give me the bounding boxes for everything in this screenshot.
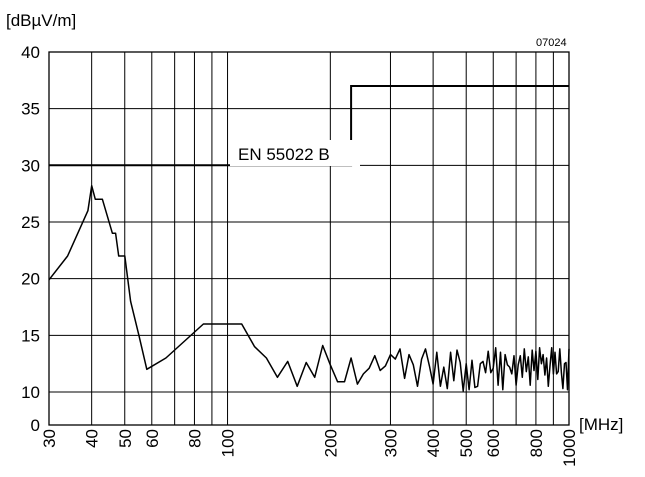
- y-gridlines: [49, 51, 569, 393]
- x-tick-label-200: 200: [321, 429, 340, 457]
- x-tick-label-600: 600: [484, 429, 503, 457]
- plot-frame: [48, 51, 570, 426]
- limit-line-en55022b: [49, 85, 569, 167]
- figure-code: 07024: [536, 37, 567, 49]
- y-tick-label-20: 20: [21, 270, 40, 289]
- y-tick-labels: 0 10 15 20 25 30 35 40: [21, 43, 40, 435]
- limit-label-background: [230, 140, 360, 166]
- x-tick-label-100: 100: [219, 429, 238, 457]
- series-line-measured: [48, 184, 570, 392]
- x-tick-label-1000: 1000: [560, 429, 579, 467]
- x-tick-label-500: 500: [457, 429, 476, 457]
- limit-line-label: EN 55022 B: [238, 145, 330, 164]
- y-tick-label-25: 25: [21, 213, 40, 232]
- x-tick-label-800: 800: [527, 429, 546, 457]
- x-tick-label-30: 30: [40, 429, 59, 448]
- y-tick-label-0: 0: [31, 416, 40, 435]
- y-tick-label-40: 40: [21, 43, 40, 62]
- y-tick-label-30: 30: [21, 156, 40, 175]
- x-tick-label-60: 60: [143, 429, 162, 448]
- x-tick-label-80: 80: [185, 429, 204, 448]
- y-axis-label: [dBµV/m]: [6, 11, 76, 30]
- y-tick-label-10: 10: [21, 383, 40, 402]
- x-tick-label-50: 50: [116, 429, 135, 448]
- x-tick-labels: 30 40 50 60 80 100 200 300 400 500 600 800 1000: [40, 429, 579, 467]
- y-tick-label-15: 15: [21, 326, 40, 345]
- x-axis-label: [MHz]: [579, 415, 623, 434]
- x-tick-label-40: 40: [83, 429, 102, 448]
- x-tick-label-300: 300: [381, 429, 400, 457]
- y-tick-label-35: 35: [21, 100, 40, 119]
- x-tick-label-400: 400: [424, 429, 443, 457]
